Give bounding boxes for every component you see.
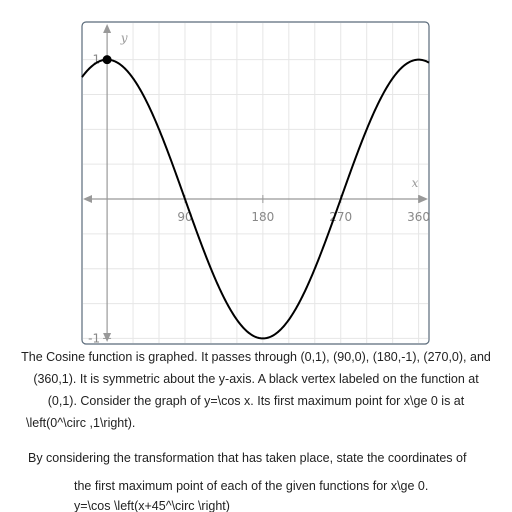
x-axis-name: x [412,176,419,190]
x-axis-right-arrow [419,195,428,204]
chart-frame [81,21,430,345]
x-axis-left-arrow [83,195,92,204]
description-line-3: (0,1). Consider the graph of y=\cos x. I… [47,394,465,408]
y-axis-name: y [120,31,128,45]
description-line-1: The Cosine function is graphed. It passe… [21,350,491,364]
question: By considering the transformation that h… [20,448,492,512]
y-tick-label: 1 [92,53,100,67]
question-prompt: By considering the transformation that h… [28,451,467,465]
points [102,55,112,65]
y-tick-label: -1 [88,331,100,345]
grid-lines [83,23,428,343]
x-tick-label: 360 [407,210,430,224]
description-line-4: \left(0^\circ ,1\right). [26,416,136,430]
question-function: y=\cos \left(x+45^\circ \right) [74,499,230,512]
question-detail: the first maximum point of each of the g… [74,479,429,493]
x-tick-label: 180 [251,210,274,224]
y-axis-down-arrow [103,333,112,342]
y-axis-up-arrow [103,24,112,33]
description-line-2: (360,1). It is symmetric about the y-axi… [33,372,479,386]
cosine-curve [81,58,430,340]
vertex-point [102,55,112,65]
curves [81,58,430,340]
graph-description: The Cosine function is graphed. It passe… [20,346,492,434]
x-tick-label: 90 [177,210,192,224]
axes [83,24,428,342]
